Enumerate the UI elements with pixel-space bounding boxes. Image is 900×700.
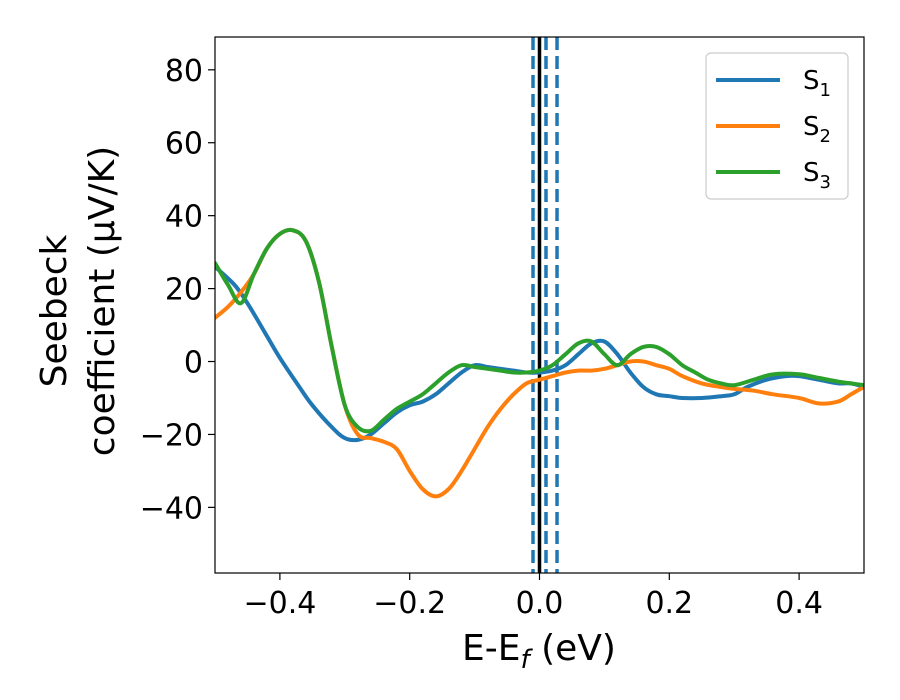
y-axis-label-line2: coefficient (μV/K): [82, 146, 123, 456]
x-tick-label: 0.4: [775, 586, 823, 621]
y-axis-label-line1: Seebeck: [34, 234, 75, 387]
y-tick-label: 60: [165, 127, 203, 162]
y-tick-label: −20: [140, 418, 203, 453]
x-axis-label: E-Ef (eV): [462, 628, 616, 675]
reference-lines: [531, 37, 559, 573]
y-tick-label: −40: [140, 491, 203, 526]
legend-label-2: S2: [803, 112, 831, 147]
x-axis: −0.4 −0.2 0.0 0.2 0.4: [243, 573, 823, 621]
legend: S1 S2 S3: [705, 52, 849, 200]
legend-label-3: S3: [803, 158, 831, 193]
y-tick-label: 0: [184, 346, 203, 381]
series-line-3: [215, 227, 864, 434]
x-tick-label: 0.0: [516, 586, 564, 621]
x-tick-label: −0.4: [243, 586, 316, 621]
legend-label-1: S1: [803, 66, 831, 101]
x-tick-label: 0.2: [645, 586, 693, 621]
y-axis: −40 −20 0 20 40 60 80: [140, 54, 215, 526]
y-tick-label: 80: [165, 54, 203, 89]
x-tick-label: −0.2: [373, 586, 446, 621]
y-tick-label: 20: [165, 273, 203, 308]
y-axis-label: Seebeck coefficient (μV/K): [34, 146, 123, 456]
series-lines: [215, 227, 864, 499]
y-tick-label: 40: [165, 200, 203, 235]
